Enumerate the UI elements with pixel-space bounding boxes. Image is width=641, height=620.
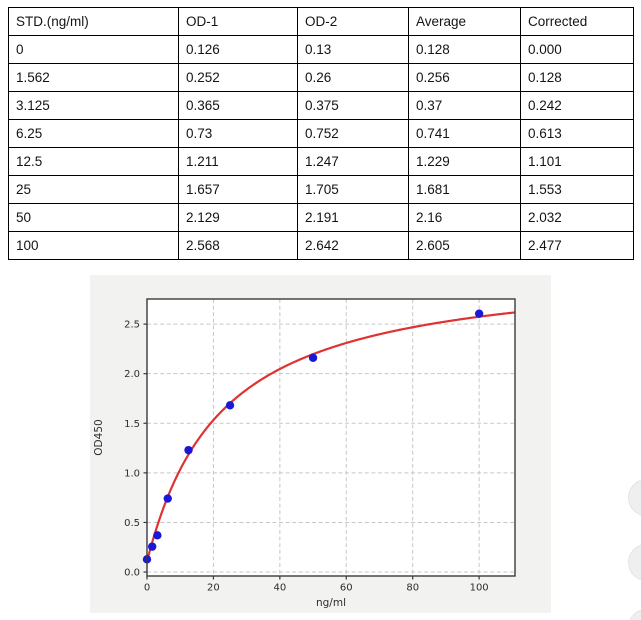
- table-cell: 0.252: [178, 63, 298, 92]
- table-cell: 0.73: [178, 119, 298, 148]
- table-cell: 2.568: [178, 231, 298, 260]
- table-cell: 2.16: [408, 203, 521, 232]
- table-cell: 0: [8, 35, 179, 64]
- table-cell: 0.741: [408, 119, 521, 148]
- data-point: [184, 445, 193, 455]
- table-cell: 1.247: [297, 147, 409, 176]
- table-cell: 0.256: [408, 63, 521, 92]
- data-point: [153, 531, 162, 540]
- table-row: 50 2.129 2.191 2.16 2.032: [8, 203, 634, 232]
- table-cell: 0.13: [297, 35, 409, 64]
- table-cell: 2.032: [520, 203, 634, 232]
- standards-table: STD.(ng/ml) OD-1 OD-2 Average Corrected 0 0.1…: [8, 7, 634, 260]
- table-cell: 0.128: [520, 63, 634, 92]
- standard-curve-chart: 0 20 40 60 80 100 0.0 0.5 1.0 1.5 2.0 2.5 ng/ml OD450: [93, 298, 516, 609]
- table-cell: 0.613: [520, 119, 634, 148]
- table-cell: 0.26: [297, 63, 409, 92]
- table-cell: 1.705: [297, 175, 409, 204]
- x-tick-label: 100: [470, 583, 489, 594]
- table-cell: 1.553: [520, 175, 634, 204]
- x-tick-label: 40: [273, 583, 286, 594]
- data-point: [474, 309, 484, 318]
- table-row: 1.562 0.252 0.26 0.256 0.128: [8, 63, 634, 92]
- table-header: STD.(ng/ml) OD-1 OD-2 Average Corrected: [8, 7, 634, 36]
- table-cell: 6.25: [8, 119, 179, 148]
- partial-floating-button-3[interactable]: [628, 609, 641, 620]
- standard-curve-figure: 0 20 40 60 80 100 0.0 0.5 1.0 1.5 2.0 2.5 ng/ml OD450: [90, 275, 551, 613]
- table-cell: 2.477: [520, 231, 634, 260]
- table-cell: 0.375: [297, 91, 409, 120]
- x-tick-label: 60: [340, 583, 353, 594]
- column-header-4: Corrected: [520, 7, 634, 36]
- table-cell: 100: [8, 231, 179, 260]
- column-header-2: OD-2: [297, 7, 409, 36]
- table-row: 0 0.126 0.13 0.128 0.000: [8, 35, 634, 64]
- table-cell: 1.681: [408, 175, 521, 204]
- table-row: 25 1.657 1.705 1.681 1.553: [8, 175, 634, 204]
- fit-curve: [147, 311, 515, 562]
- table-cell: 0.37: [408, 91, 521, 120]
- y-tick-label: 1.5: [124, 419, 140, 430]
- x-tick-label: 20: [207, 583, 220, 594]
- data-point: [308, 353, 318, 363]
- y-tick-label: 2.5: [124, 320, 140, 331]
- table-cell: 2.191: [297, 203, 409, 232]
- partial-floating-button-2[interactable]: [628, 544, 641, 581]
- table-cell: 0.000: [520, 35, 634, 64]
- table-body: 0 0.126 0.13 0.128 0.000 1.562 0.252 0.26 0.256 0…: [8, 35, 634, 260]
- data-point: [147, 542, 157, 551]
- data-point: [225, 401, 235, 410]
- table-cell: 1.657: [178, 175, 298, 204]
- table-cell: 0.752: [297, 119, 409, 148]
- column-header-1: OD-1: [178, 7, 298, 36]
- y-tick-label: 0.0: [124, 568, 140, 579]
- table-row: 3.125 0.365 0.375 0.37 0.242: [8, 91, 634, 120]
- y-axis-label: OD450: [93, 419, 105, 455]
- table-cell: 25: [8, 175, 179, 204]
- column-header-3: Average: [408, 7, 521, 36]
- table-cell: 3.125: [8, 91, 179, 120]
- table-cell: 1.562: [8, 63, 179, 92]
- table-cell: 1.211: [178, 147, 298, 176]
- table-cell: 2.642: [297, 231, 409, 260]
- y-tick-label: 1.0: [124, 468, 140, 479]
- table-cell: 1.101: [520, 147, 634, 176]
- table-cell: 2.129: [178, 203, 298, 232]
- partial-floating-button-1[interactable]: [628, 479, 641, 516]
- table-cell: 2.605: [408, 231, 521, 260]
- data-point: [163, 494, 172, 503]
- y-tick-label: 0.5: [124, 518, 140, 529]
- plot-border: [146, 298, 516, 577]
- table-cell: 50: [8, 203, 179, 232]
- table-cell: 0.126: [178, 35, 298, 64]
- table-cell: 12.5: [8, 147, 179, 176]
- table-cell: 0.242: [520, 91, 634, 120]
- table-cell: 1.229: [408, 147, 521, 176]
- table-row: 100 2.568 2.642 2.605 2.477: [8, 231, 634, 260]
- table-cell: 0.365: [178, 91, 298, 120]
- table-row: 6.25 0.73 0.752 0.741 0.613: [8, 119, 634, 148]
- x-tick-label: 0: [144, 583, 150, 594]
- table-cell: 0.128: [408, 35, 521, 64]
- x-axis-label: ng/ml: [316, 597, 346, 609]
- x-tick-label: 80: [406, 583, 419, 594]
- y-tick-label: 2.0: [124, 369, 140, 380]
- table-header-row: STD.(ng/ml) OD-1 OD-2 Average Corrected: [8, 7, 634, 36]
- column-header-0: STD.(ng/ml): [8, 7, 179, 36]
- table-row: 12.5 1.211 1.247 1.229 1.101: [8, 147, 634, 176]
- plot-area: [147, 299, 515, 576]
